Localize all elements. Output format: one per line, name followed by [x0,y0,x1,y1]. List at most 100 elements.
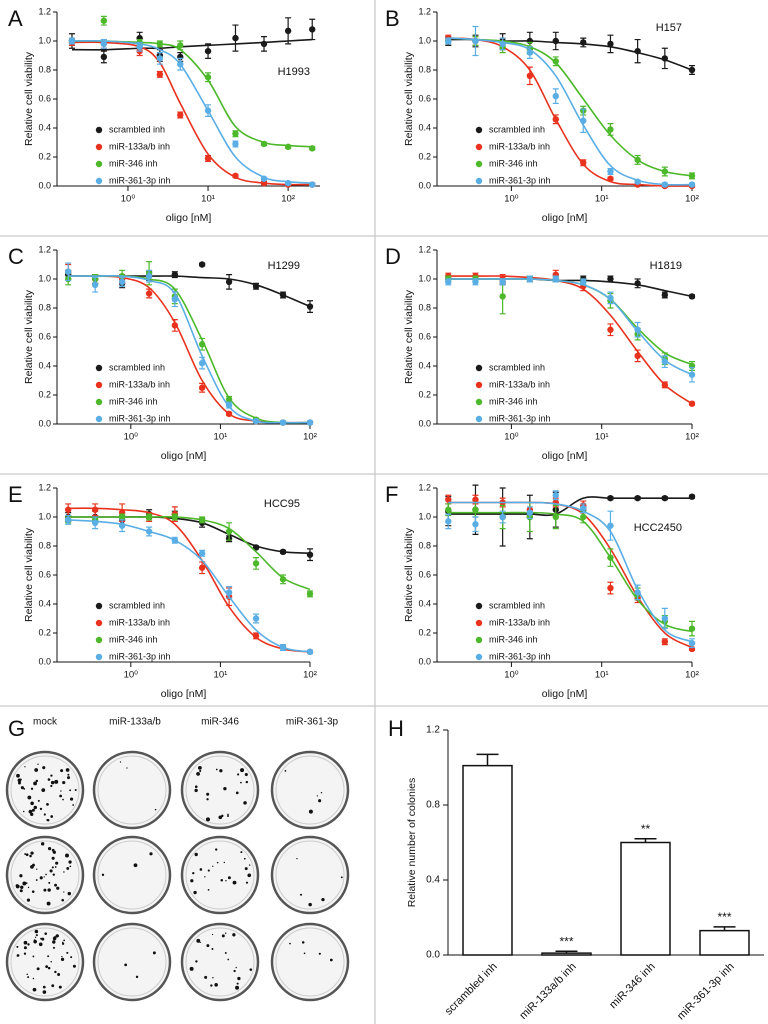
y-tick-label: 0.6 [38,569,51,579]
colony [34,768,39,772]
data-point [136,43,143,50]
plate [270,750,350,830]
y-tick-label: 0.0 [418,180,431,190]
legend-label: scrambled inh [489,600,545,610]
data-point [688,371,696,378]
data-point [68,37,76,45]
colony [55,861,59,865]
colony [189,966,194,971]
colony [223,861,225,864]
colony [23,952,27,955]
colony [45,873,47,876]
x-tick-label: 10⁰ [124,670,139,681]
colony [19,778,22,781]
colony [192,872,195,875]
plate-rim [10,927,80,997]
colony [206,798,209,801]
colony [224,952,227,954]
y-tick-label: 0.6 [418,569,431,579]
legend-marker [475,177,483,185]
significance-label: *** [559,934,573,948]
fit-curve [448,511,693,633]
legend-label: scrambled inh [109,362,165,372]
data-point [177,111,184,119]
data-point [171,271,179,278]
data-point [607,126,614,133]
colony [54,970,57,974]
data-point [198,564,206,571]
colony [35,879,38,881]
colony [43,813,46,816]
data-point [526,49,534,56]
legend-marker [95,398,103,406]
colony [32,977,35,980]
colony [30,812,34,817]
data-point [580,39,587,46]
x-tick-label: miR-361-3p inh [675,961,737,1023]
data-point [252,632,260,640]
x-tick-label: 10⁰ [504,670,519,681]
data-point [580,278,587,286]
y-tick-label: 0.4 [38,360,51,370]
colony [51,984,55,988]
colony [23,940,28,945]
legend-label: miR-361-3p inh [489,651,551,661]
colony [42,985,46,989]
data-point [661,494,669,502]
colony [133,863,138,868]
colony [329,958,333,962]
bar [620,841,671,956]
colony [47,966,51,970]
data-point [156,40,164,48]
colony [46,819,49,821]
legend-marker [475,602,483,610]
fit-curve [448,37,693,187]
data-point [688,293,696,300]
data-point [279,548,287,555]
data-point [306,303,314,310]
bar [699,929,750,956]
data-point [198,359,206,367]
cell-line-label: H1993 [278,66,310,78]
plate-rim [185,840,255,910]
colony [26,898,31,902]
data-point [177,60,184,68]
legend-marker [475,636,483,644]
error-bar [476,753,499,766]
colony [227,958,230,961]
legend-label: miR-361-3p inh [109,175,171,185]
y-tick-label: 0.6 [38,331,51,341]
colony [37,799,40,802]
legend-marker [475,126,483,134]
data-point [204,155,212,162]
data-point [552,92,559,100]
data-point [204,47,212,55]
colony [27,795,32,800]
colony [23,946,27,950]
colony [32,987,37,992]
x-tick-label: 10¹ [595,194,609,205]
data-point [580,513,587,521]
y-axis-label: Relative number of colonies [406,778,418,908]
y-tick-label: 0.0 [426,950,440,961]
colony [32,863,35,867]
data-point [118,513,126,521]
plate-rim [275,840,345,910]
data-point [445,496,452,503]
y-tick-label: 0.8 [418,64,431,74]
legend-marker [95,636,103,644]
data-point [688,172,696,180]
colony [67,891,72,896]
colony [24,766,26,768]
x-tick-label: 10² [685,432,699,443]
legend-label: miR-133a/b inh [109,617,170,627]
x-axis-label: oligo [nM] [542,212,588,224]
colony [240,781,242,784]
colony [196,938,201,943]
colony [197,766,202,770]
colony [235,966,237,969]
data-point [252,560,260,567]
y-tick-label: 0.2 [418,151,431,161]
colony [61,898,65,902]
x-tick-label: 10² [685,670,699,681]
